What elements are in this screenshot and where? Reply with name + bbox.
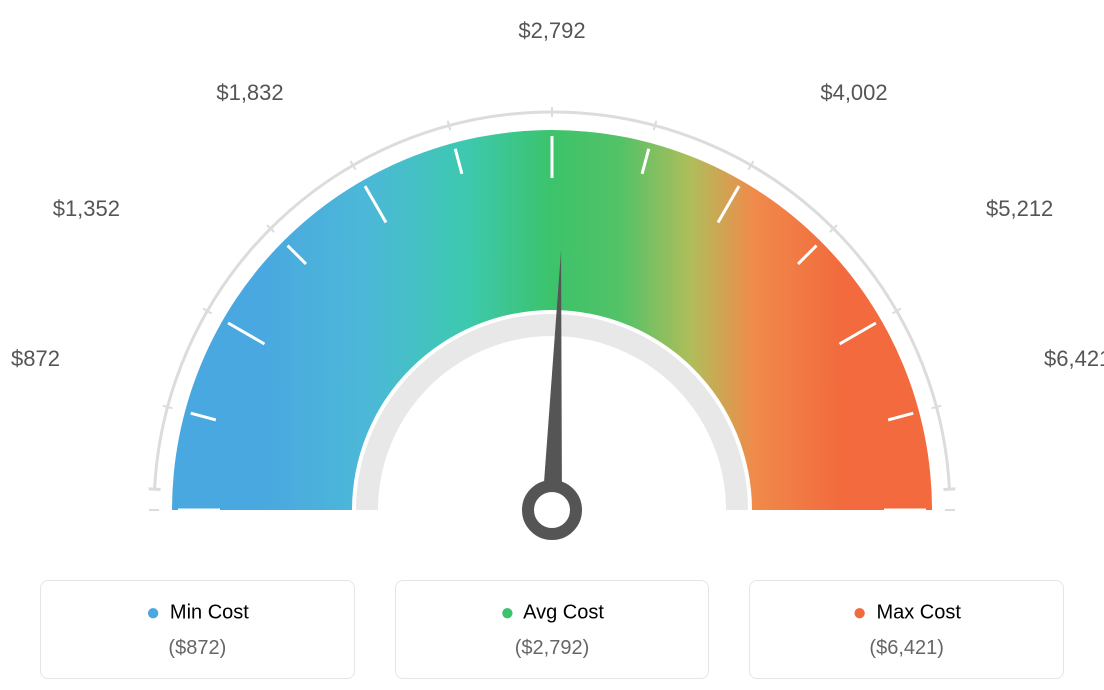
legend-min-value: ($872) <box>51 637 344 660</box>
dot-icon: ● <box>852 599 867 626</box>
legend-avg-value: ($2,792) <box>406 637 699 660</box>
tick-label: $872 <box>11 346 60 371</box>
tick-label: $1,832 <box>216 80 283 105</box>
tick-label: $4,002 <box>820 80 887 105</box>
legend-title-avg: ● Avg Cost <box>406 599 699 627</box>
dot-icon: ● <box>500 599 515 626</box>
legend-card-max: ● Max Cost ($6,421) <box>749 580 1064 679</box>
tick-label: $5,212 <box>986 196 1053 221</box>
tick-label: $6,421 <box>1044 346 1104 371</box>
dot-icon: ● <box>146 599 161 626</box>
legend-title-min: ● Min Cost <box>51 599 344 627</box>
gauge-svg: $872 $1,352 $1,832 $2,792 $4,002 $5,212 $6,421 <box>0 0 1104 560</box>
legend-min-label: Min Cost <box>170 601 249 623</box>
legend-card-avg: ● Avg Cost ($2,792) <box>395 580 710 679</box>
legend-card-min: ● Min Cost ($872) <box>40 580 355 679</box>
tick-label: $1,352 <box>53 196 120 221</box>
tick-label: $2,792 <box>518 18 585 43</box>
legend-title-max: ● Max Cost <box>760 599 1053 627</box>
legend-row: ● Min Cost ($872) ● Avg Cost ($2,792) ● … <box>0 580 1104 679</box>
legend-max-value: ($6,421) <box>760 637 1053 660</box>
legend-avg-label: Avg Cost <box>523 601 604 623</box>
gauge-chart: $872 $1,352 $1,832 $2,792 $4,002 $5,212 $6,421 <box>0 0 1104 560</box>
legend-max-label: Max Cost <box>876 601 960 623</box>
